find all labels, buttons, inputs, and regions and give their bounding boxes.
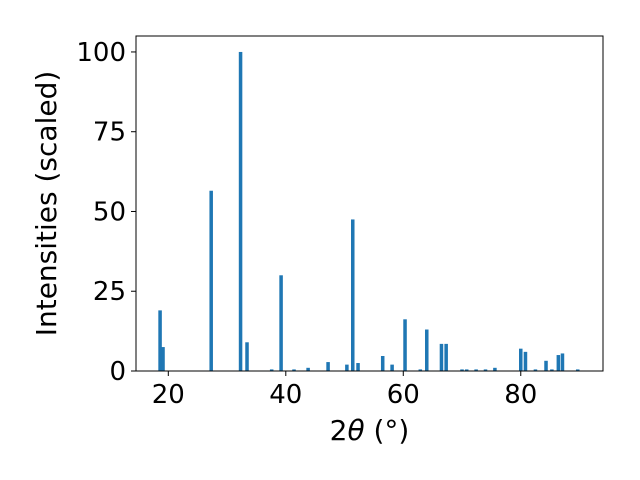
bar — [403, 319, 407, 371]
x-tick-label: 20 — [152, 380, 185, 410]
bar — [444, 343, 448, 371]
bar — [158, 310, 162, 371]
bar — [345, 364, 349, 371]
y-axis-label: Intensities (scaled) — [30, 71, 63, 337]
bar — [533, 369, 538, 371]
bar — [279, 275, 283, 371]
x-tick-label: 80 — [504, 380, 537, 410]
plot-frame — [135, 35, 604, 372]
bar — [523, 351, 528, 371]
bar — [306, 367, 310, 371]
y-tick-label: 75 — [93, 118, 126, 148]
bar — [493, 367, 497, 371]
bar — [209, 190, 213, 371]
x-tick-label: 40 — [269, 380, 302, 410]
bar — [544, 360, 548, 371]
bar — [483, 369, 488, 371]
bar — [460, 369, 464, 371]
bar — [575, 369, 580, 371]
x-axis-label-unit: (°) — [365, 414, 410, 447]
bar — [161, 347, 165, 371]
bar — [519, 348, 523, 371]
bar — [292, 369, 296, 371]
bar — [418, 369, 423, 371]
bar — [439, 343, 444, 371]
y-axis-ticks: 0 25 50 75 100 — [76, 38, 136, 387]
bar — [326, 362, 330, 371]
bar — [238, 51, 243, 371]
x-tick-label: 60 — [387, 380, 420, 410]
bar — [474, 369, 478, 371]
bar — [560, 353, 565, 371]
bar — [269, 369, 274, 371]
y-tick-label: 50 — [93, 197, 126, 227]
x-axis-label: 2θ (°) — [330, 414, 410, 447]
x-axis-label-prefix: 2 — [330, 414, 348, 447]
bar — [351, 219, 355, 371]
bar — [245, 342, 249, 371]
bar — [390, 364, 394, 371]
y-tick-label: 25 — [93, 277, 126, 307]
bar — [550, 369, 554, 371]
bar — [356, 363, 360, 371]
y-tick-label: 0 — [109, 357, 126, 387]
bar — [556, 355, 561, 371]
x-axis-label-theta: θ — [347, 414, 364, 447]
y-tick-label: 100 — [76, 38, 126, 68]
bar — [380, 356, 385, 371]
x-axis-ticks: 20 40 60 80 — [152, 371, 537, 410]
bar — [464, 369, 469, 371]
bar-series — [158, 51, 580, 371]
bar — [425, 329, 429, 371]
